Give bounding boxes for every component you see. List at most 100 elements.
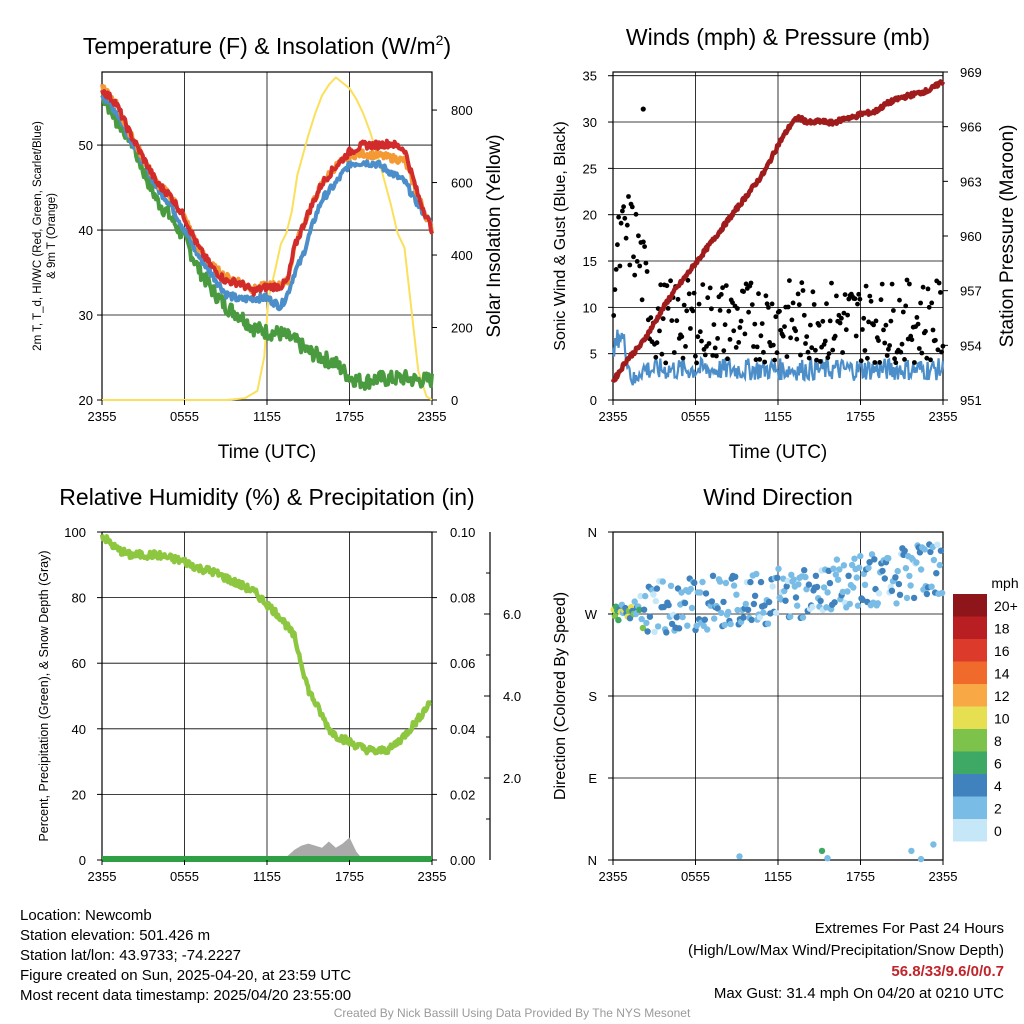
x-axis-label: Time (UTC): [218, 442, 317, 463]
gust-point: [924, 355, 930, 361]
x-tick-label: 2355: [88, 409, 117, 424]
gust-point: [862, 348, 868, 353]
direction-point: [788, 571, 795, 578]
direction-point: [933, 570, 940, 577]
direction-point: [736, 853, 743, 860]
gust-point: [935, 347, 941, 353]
direction-point: [732, 573, 739, 580]
direction-point: [936, 561, 943, 569]
direction-point: [704, 626, 711, 633]
gust-point: [920, 284, 926, 290]
gust-point: [754, 344, 760, 350]
direction-point: [781, 587, 788, 595]
snow-depth-area: [280, 837, 364, 860]
direction-point: [831, 599, 838, 606]
gust-point: [730, 300, 735, 305]
gust-point: [840, 350, 845, 355]
gust-point: [680, 355, 686, 361]
direction-point: [733, 591, 740, 598]
direction-point: [697, 589, 704, 596]
gust-point: [887, 343, 892, 348]
gust-point: [612, 287, 618, 292]
y-tick-label: 0: [79, 853, 86, 868]
gust-point: [925, 286, 931, 292]
gust-point: [697, 329, 703, 335]
legend-swatch: [953, 661, 987, 684]
direction-point: [761, 602, 768, 609]
gust-point: [700, 282, 706, 287]
direction-point: [850, 584, 857, 591]
gust-point: [909, 337, 915, 343]
y2-tick-label: 600: [451, 176, 473, 191]
x-tick-label: 0555: [170, 409, 199, 424]
gust-point: [749, 302, 755, 307]
direction-point: [742, 600, 749, 608]
gust-point: [763, 293, 769, 299]
gust-point: [711, 322, 717, 327]
gust-point: [627, 262, 633, 268]
x-tick-label: 1155: [253, 409, 281, 424]
winds-pressure-panel: 0 5 10 15 20 25 30 35 951 954 957 960 963 966 969 2355 0…: [552, 24, 1018, 463]
gust-point: [671, 350, 677, 355]
gust-point: [841, 310, 847, 316]
direction-point: [809, 603, 816, 611]
gust-point: [829, 280, 834, 286]
y2-tick-label: 969: [960, 65, 982, 80]
gust-point: [858, 358, 864, 364]
gust-point: [824, 301, 829, 307]
gust-point: [613, 267, 619, 272]
direction-point: [906, 572, 913, 580]
gust-point: [893, 360, 899, 366]
direction-point: [895, 580, 903, 588]
gust-point: [693, 353, 698, 359]
direction-point: [824, 855, 831, 862]
legend-label: 6: [994, 756, 1002, 772]
legend-label: 16: [994, 643, 1010, 659]
direction-point: [896, 591, 904, 598]
direction-point: [639, 624, 647, 632]
max-gust-point: [640, 106, 646, 112]
gust-point: [654, 340, 660, 346]
direction-point: [917, 566, 925, 573]
legend-swatch: [953, 774, 987, 797]
direction-point: [751, 592, 759, 599]
gust-point: [903, 303, 909, 309]
gust-point: [810, 289, 816, 295]
direction-point: [693, 622, 700, 629]
y-tick-label: 100: [64, 525, 86, 540]
gust-point: [764, 301, 770, 307]
gust-point: [753, 357, 759, 363]
gust-point: [930, 327, 936, 333]
gust-point: [777, 308, 782, 314]
gust-point: [761, 349, 766, 355]
extremes-title: Extremes For Past 24 Hours: [814, 920, 1004, 937]
gust-point: [616, 214, 621, 220]
gust-point: [623, 235, 629, 241]
y-tick-label: 50: [79, 138, 93, 153]
gust-point: [839, 315, 844, 321]
legend-label: 20+: [994, 598, 1018, 614]
direction-point: [663, 629, 670, 636]
legend-label: 2: [994, 801, 1002, 817]
legend-label: 14: [994, 666, 1010, 682]
gust-point: [822, 338, 828, 344]
direction-point: [659, 578, 666, 585]
gust-point: [675, 296, 681, 302]
direction-point: [820, 584, 828, 591]
direction-point: [757, 578, 765, 586]
gust-point: [766, 305, 771, 310]
gust-point: [718, 292, 724, 297]
gust-point: [659, 351, 665, 357]
recent-data-text: Most recent data timestamp: 2025/04/20 2…: [20, 987, 352, 1004]
direction-point: [923, 590, 931, 598]
gust-point: [790, 300, 796, 306]
legend-label: 8: [994, 733, 1002, 749]
series-line: [100, 89, 434, 297]
direction-point: [839, 588, 846, 596]
gust-point: [617, 263, 623, 269]
y-axis-label-line1: 2m T, T_d, HI/WC (Red, Green, Scarlet/Bl…: [32, 121, 44, 351]
gust-point: [694, 360, 699, 366]
gust-point: [727, 337, 733, 342]
gust-point: [926, 304, 932, 310]
